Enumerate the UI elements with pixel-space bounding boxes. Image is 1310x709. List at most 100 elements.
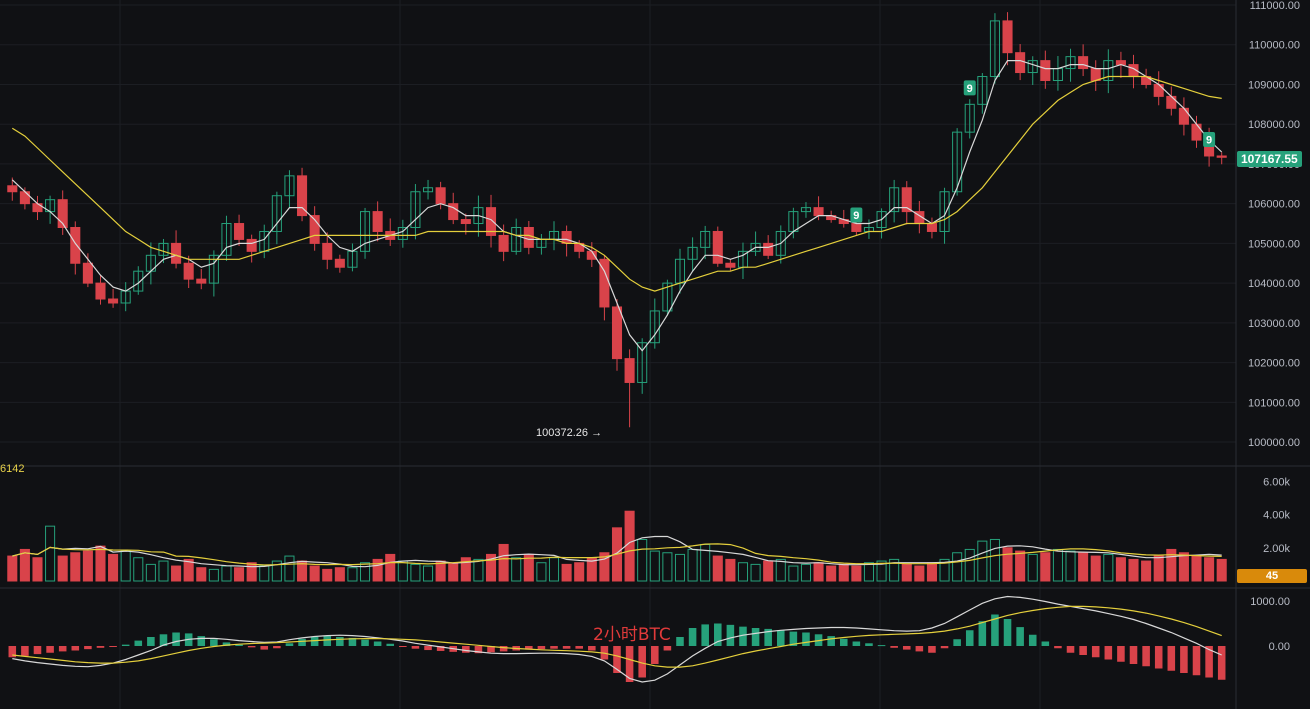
candle-body — [297, 175, 308, 217]
macd-histogram-bar — [121, 644, 130, 646]
macd-histogram-bar — [235, 644, 243, 646]
macd-dif-line — [12, 595, 1222, 683]
macd-histogram-bar — [965, 630, 974, 646]
macd-histogram-bar — [21, 646, 29, 656]
macd-histogram-bar — [588, 646, 596, 651]
macd-histogram-bar — [575, 646, 583, 649]
volume-bar — [1204, 557, 1215, 582]
watermark-label: 2小时BTC — [593, 625, 671, 645]
volume-bar — [208, 568, 219, 582]
candle-body — [271, 195, 282, 232]
volume-bar — [271, 560, 282, 582]
volume-bar — [624, 510, 635, 582]
volume-bar — [826, 565, 837, 582]
macd-histogram-bar — [789, 631, 798, 646]
candle-body — [977, 76, 988, 105]
volume-bar — [473, 558, 484, 582]
volume-bar — [448, 562, 459, 582]
arrow-right-icon: → — [591, 427, 603, 439]
volume-bar — [851, 565, 862, 582]
price-tick-label: 103000.00 — [1248, 318, 1300, 330]
candle-body — [700, 230, 711, 248]
volume-current-tag: 45 — [1237, 569, 1307, 583]
macd-histogram-bar — [487, 646, 495, 653]
macd-histogram-bar — [210, 639, 218, 646]
price-tick-label: 104000.00 — [1248, 278, 1300, 290]
volume-bar — [19, 548, 30, 582]
volume-bar — [120, 550, 131, 582]
volume-bar — [7, 555, 18, 582]
candle-body — [221, 223, 232, 256]
macd-histogram-bar — [827, 636, 835, 646]
macd-histogram-bar — [978, 621, 987, 646]
volume-bar — [1090, 555, 1101, 582]
volume-bar — [485, 553, 497, 582]
volume-bar — [1115, 557, 1126, 582]
price-tick-label: 110000.00 — [1249, 40, 1300, 52]
macd-histogram-bar — [1167, 646, 1176, 671]
candle-body — [322, 242, 333, 260]
td-count-label: 9 — [967, 83, 973, 95]
td-count-tag — [963, 80, 976, 96]
volume-bar — [989, 538, 1000, 582]
candle-body — [813, 207, 824, 217]
macd-histogram-bar — [348, 637, 357, 646]
volume-bar — [309, 565, 320, 582]
price-tick-label: 108000.00 — [1248, 119, 1300, 131]
candle-body — [196, 278, 207, 284]
last-price-tag: 107167.55 — [1237, 151, 1302, 167]
candle-body — [334, 258, 345, 268]
macd-histogram-bar — [462, 646, 470, 653]
volume-bar — [171, 565, 182, 582]
macd-histogram-bar — [399, 646, 407, 647]
macd-histogram-bar — [247, 646, 256, 648]
candle-body — [611, 306, 623, 360]
candle-body — [360, 211, 371, 252]
candle-body — [964, 103, 975, 133]
candle-body — [1178, 107, 1189, 125]
low-price-annotation: 100372.26 → — [536, 427, 602, 439]
macd-histogram-bar — [739, 626, 747, 646]
volume-ma-readout: 6142 — [0, 463, 25, 475]
macd-histogram-bar — [663, 646, 672, 651]
candle-body — [637, 342, 648, 383]
candle-body — [889, 187, 900, 213]
macd-histogram-bar — [890, 646, 898, 648]
candle-body — [1078, 56, 1089, 70]
macd-histogram-bar — [928, 646, 936, 653]
macd-histogram-bar — [147, 637, 155, 646]
volume-bar — [1078, 552, 1089, 582]
macd-histogram-bar — [424, 646, 432, 651]
macd-histogram-bar — [1154, 646, 1163, 669]
macd-histogram-bar — [839, 638, 848, 646]
candle-body — [95, 282, 106, 300]
volume-bar — [145, 563, 156, 582]
macd-histogram-bar — [1079, 646, 1087, 655]
volume-bar — [561, 563, 572, 582]
volume-bar — [284, 555, 295, 582]
volume-bar — [674, 553, 686, 582]
macd-histogram-bar — [1104, 646, 1113, 660]
macd-histogram-bar — [726, 624, 735, 646]
candle-body — [1103, 60, 1114, 81]
volume-bar — [1015, 550, 1026, 582]
volume-bar — [800, 563, 812, 582]
macd-histogram-bar — [714, 623, 722, 646]
macd-histogram-bar — [1041, 641, 1050, 646]
volume-bar — [750, 563, 761, 582]
macd-histogram-bar — [1217, 646, 1226, 680]
low-price-value: 100372.26 — [536, 427, 588, 439]
candle-body — [498, 234, 509, 252]
volume-ma-fast-line — [12, 535, 1222, 568]
volume-bar — [108, 553, 119, 582]
candle-body — [712, 230, 723, 264]
volume-bar — [1216, 558, 1227, 582]
candle-body — [1166, 95, 1177, 109]
volume-bar — [901, 563, 912, 582]
macd-histogram-bar — [537, 646, 546, 650]
macd-histogram-bar — [273, 646, 281, 649]
volume-bar — [536, 562, 547, 582]
macd-histogram-bar — [802, 632, 810, 646]
